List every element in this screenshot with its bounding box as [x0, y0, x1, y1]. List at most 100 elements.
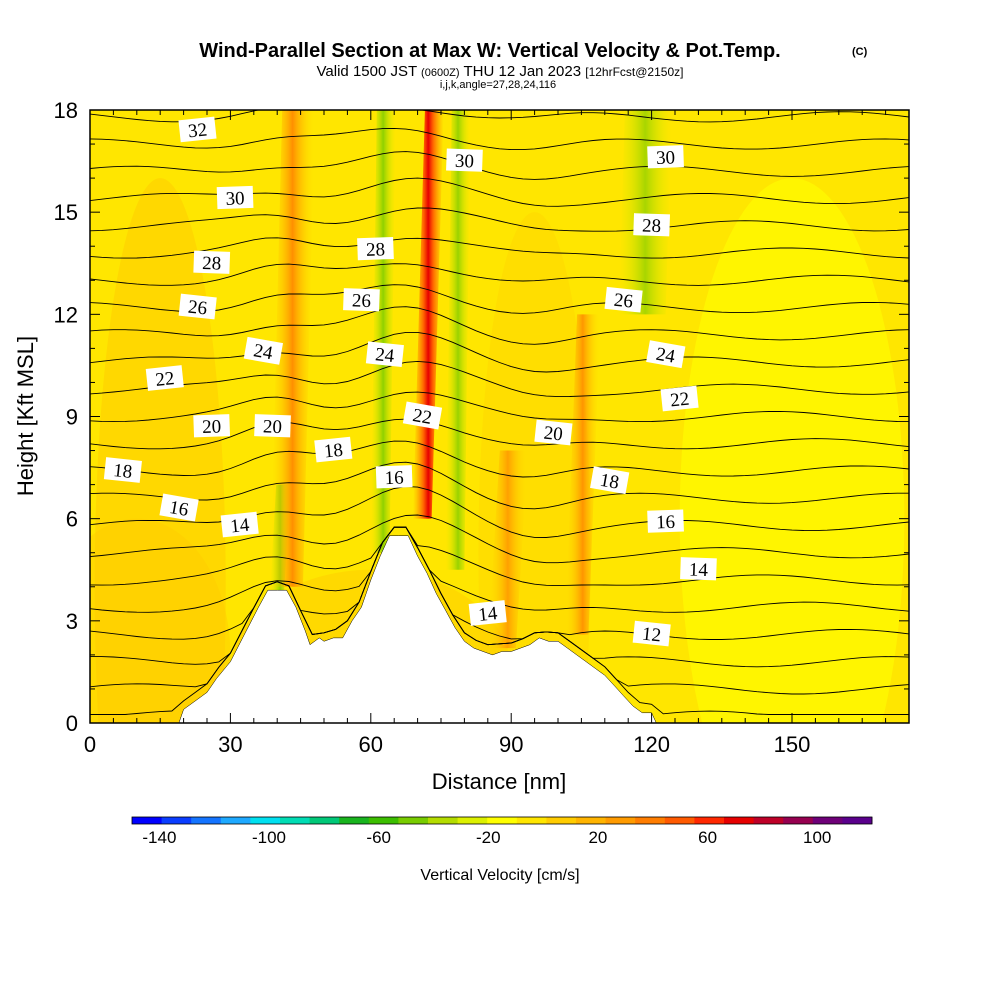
- contour-label-text: 18: [323, 440, 344, 463]
- contour-label-text: 12: [641, 624, 662, 647]
- colorbar-swatch: [576, 817, 606, 824]
- contour-label-bg: [314, 436, 353, 463]
- contour-label-text: 18: [598, 470, 620, 494]
- colorbar-swatch: [220, 817, 251, 824]
- chart-title-mark: (C): [852, 46, 868, 58]
- colorbar-swatch: [457, 817, 488, 824]
- contour-label-text: 28: [366, 239, 386, 261]
- contour-label-bg: [193, 250, 231, 274]
- contour-labels: 32 30 28 26 24 22 20 20 18 16 14 28 26 24 22 18 16 30 20 18…: [103, 116, 717, 647]
- contour-label-bg: [178, 116, 217, 143]
- contour-label-bg: [343, 288, 380, 312]
- theta-contour-24: [90, 360, 909, 398]
- colorbar-frame: [131, 816, 873, 825]
- contour-label-27: 14: [680, 557, 717, 581]
- colorbar-swatch: [428, 817, 458, 824]
- theta-contour-29: [90, 237, 909, 259]
- contour-label-text: 26: [352, 290, 372, 312]
- subtitle-date: THU 12 Jan 2023: [463, 63, 581, 80]
- subtitle-valid: Valid 1500 JST: [317, 63, 417, 80]
- contour-label-bg: [159, 493, 199, 522]
- contour-label-text: 16: [168, 497, 190, 521]
- contour-label-21: 30: [647, 145, 684, 169]
- x-tick-label: 30: [218, 732, 242, 757]
- subtitle-forecast: [12hrFcst@2150z]: [585, 65, 683, 79]
- theta-contour-34: [90, 110, 909, 123]
- y-tick-label: 15: [54, 200, 78, 225]
- contour-label-text: 18: [112, 460, 133, 483]
- colorbar-tick-label: 60: [698, 828, 717, 847]
- contour-label-text: 16: [384, 467, 404, 489]
- contour-label-16: 16: [375, 465, 413, 489]
- y-tick-label: 18: [54, 98, 78, 123]
- contour-label-14: 22: [402, 401, 443, 430]
- x-tick-label: 150: [774, 732, 811, 757]
- contour-label-22: 28: [633, 213, 671, 237]
- x-axis-ticks: 0 30 60 90 120 150: [84, 110, 910, 757]
- colorbar-swatch: [605, 817, 636, 824]
- y-axis-label: Height [Kft MSL]: [13, 336, 38, 496]
- contour-label-bg: [375, 465, 413, 489]
- contour-label-bg: [220, 511, 259, 538]
- chart-indices: i,j,k,angle=27,28,24,116: [440, 79, 556, 91]
- colorbar-tick-label: -100: [252, 828, 286, 847]
- colorbar-tick-label: -20: [476, 828, 501, 847]
- contour-label-2: 28: [193, 250, 231, 275]
- contour-label-9: 16: [159, 493, 199, 522]
- contour-label-4: 24: [243, 336, 284, 365]
- contour-label-bg: [632, 620, 671, 647]
- contour-label-text: 16: [656, 512, 676, 534]
- colorbar-swatch: [724, 817, 754, 824]
- colorbar-tick-label: 20: [588, 828, 607, 847]
- contour-label-text: 22: [154, 368, 175, 391]
- colorbar-swatch: [842, 817, 873, 824]
- colorbar-swatch: [783, 817, 814, 824]
- contour-label-bg: [254, 414, 291, 438]
- colorbar-swatch: [694, 817, 725, 824]
- contour-label-bg: [178, 293, 217, 320]
- colorbar-swatch: [635, 817, 666, 824]
- contour-label-0: 32: [178, 116, 217, 143]
- colorbar-tick-label: -60: [366, 828, 391, 847]
- contour-label-text: 30: [225, 188, 245, 210]
- contour-label-text: 26: [187, 297, 208, 320]
- theta-contour-33: [90, 127, 909, 151]
- contour-label-24: 24: [646, 340, 686, 369]
- x-tick-label: 60: [359, 732, 383, 757]
- contour-label-8: 18: [103, 457, 142, 483]
- contour-label-text: 22: [411, 405, 433, 429]
- theta-contour-21: [90, 440, 909, 478]
- colorbar-swatch: [812, 817, 843, 824]
- contour-label-text: 28: [642, 215, 662, 237]
- contour-label-bg: [468, 600, 507, 626]
- contour-label-text: 14: [477, 603, 499, 626]
- contour-label-bg: [646, 340, 686, 369]
- contour-label-text: 22: [669, 389, 690, 412]
- colorbar-swatch: [753, 817, 784, 824]
- updraft-band-7: [487, 450, 528, 649]
- contour-label-bg: [534, 419, 573, 446]
- contour-label-text: 30: [455, 151, 475, 173]
- contour-label-20: 14: [468, 600, 507, 626]
- contour-label-23: 26: [604, 286, 643, 313]
- colorbar-swatch: [280, 817, 310, 824]
- colorbar-swatch: [664, 817, 695, 824]
- contour-label-1: 30: [216, 185, 254, 210]
- colorbar-tick-label: 100: [803, 828, 831, 847]
- contour-label-10: 14: [220, 511, 259, 538]
- colorbar-swatch: [546, 817, 577, 824]
- theta-contour-22: [90, 418, 909, 450]
- contour-label-text: 20: [202, 416, 222, 438]
- contour-label-12: 26: [343, 288, 380, 312]
- contour-label-11: 28: [357, 236, 394, 261]
- chart-title: Wind-Parallel Section at Max W: Vertical…: [199, 40, 780, 62]
- x-axis-label: Distance [nm]: [432, 769, 567, 794]
- contour-label-bg: [243, 336, 284, 365]
- contour-label-text: 14: [689, 559, 709, 581]
- colorbar-swatch: [487, 817, 518, 824]
- contour-label-18: 20: [534, 419, 573, 446]
- plot-area: 32 30 28 26 24 22 20 20 18 16 14 28 26 24 22 18 16 30 20 18…: [90, 110, 909, 723]
- chart-subtitle: Valid 1500 JST (0600Z) THU 12 Jan 2023 […: [317, 63, 684, 80]
- contour-label-text: 24: [374, 344, 396, 367]
